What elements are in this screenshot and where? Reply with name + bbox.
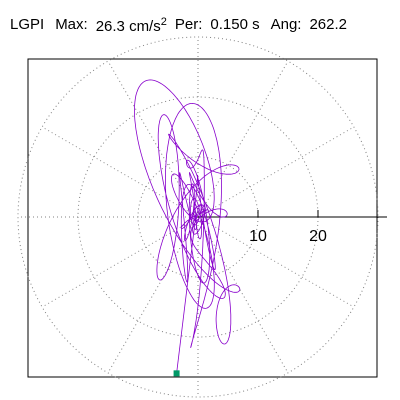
angle-value: 262.2: [309, 16, 347, 33]
axis-tick-label: 10: [249, 228, 267, 245]
period-label: Per:: [174, 16, 203, 33]
station-code: LGPI: [10, 16, 45, 33]
axis-tick-label: 20: [309, 228, 327, 245]
grid-spoke: [197, 216, 355, 308]
period-value: 0.150 s: [210, 16, 260, 33]
max-exponent: 2: [160, 16, 167, 28]
radial-axis: 10 20: [198, 210, 387, 245]
max-label: Max:: [55, 16, 88, 33]
motion-trace: [134, 79, 241, 374]
peak-marker-group: [173, 370, 180, 377]
grid-spoke: [197, 60, 289, 218]
max-value: 26.3 cm/s2: [95, 16, 167, 35]
grid-spoke: [41, 216, 199, 308]
chart-header: LGPI Max: 26.3 cm/s2 Per: 0.150 s Ang: 2…: [10, 16, 347, 35]
trace-path: [134, 79, 241, 374]
plot-frame: [27, 58, 378, 378]
peak-marker: [173, 370, 180, 377]
angle-label: Ang:: [270, 16, 302, 33]
